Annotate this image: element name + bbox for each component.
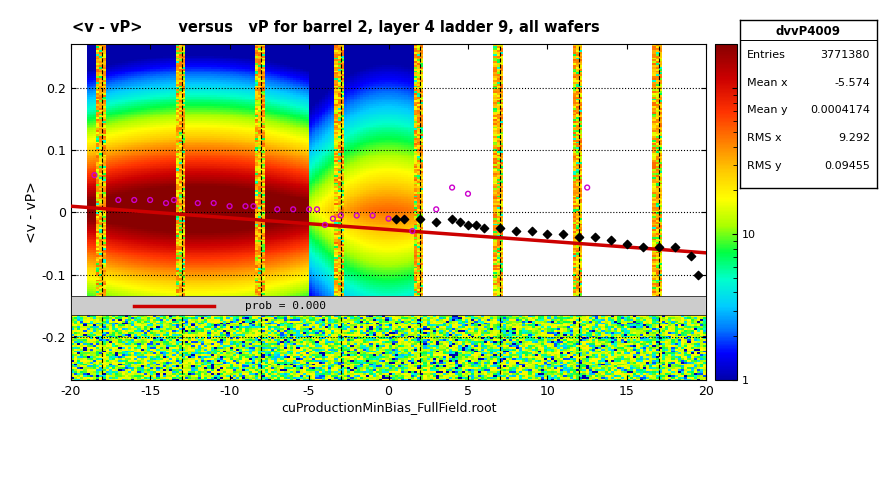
Text: prob = 0.000: prob = 0.000: [245, 301, 327, 311]
Point: [445, 184, 459, 192]
Point: [207, 199, 221, 207]
Point: [159, 199, 173, 207]
Point: [525, 227, 539, 235]
Text: 0.0004174: 0.0004174: [810, 105, 870, 116]
Point: [389, 215, 404, 223]
Point: [405, 227, 419, 235]
Point: [604, 237, 618, 245]
X-axis label: cuProductionMinBias_FullField.root: cuProductionMinBias_FullField.root: [281, 401, 496, 414]
Point: [111, 196, 125, 204]
Point: [652, 243, 666, 250]
Point: [636, 243, 650, 250]
Point: [477, 224, 491, 232]
Text: <v - vP>       versus   vP for barrel 2, layer 4 ladder 9, all wafers: <v - vP> versus vP for barrel 2, layer 4…: [72, 20, 600, 35]
Point: [270, 206, 284, 213]
Point: [397, 215, 411, 223]
Point: [246, 202, 260, 210]
Point: [461, 190, 475, 198]
Point: [366, 211, 380, 219]
Point: [350, 211, 364, 219]
Point: [413, 215, 427, 223]
Text: 9.292: 9.292: [838, 133, 870, 143]
Point: [87, 171, 102, 179]
Point: [310, 206, 324, 213]
Text: Mean x: Mean x: [747, 78, 788, 88]
Point: [509, 227, 523, 235]
Y-axis label: <v - vP>: <v - vP>: [25, 182, 39, 244]
Point: [556, 230, 570, 238]
Point: [493, 224, 507, 232]
Point: [469, 221, 483, 229]
Point: [223, 202, 237, 210]
Point: [445, 215, 459, 223]
Point: [683, 252, 698, 260]
Point: [318, 221, 332, 229]
Point: [580, 184, 594, 192]
Point: [143, 196, 157, 204]
Text: -5.574: -5.574: [834, 78, 870, 88]
Point: [540, 230, 555, 238]
Point: [620, 240, 634, 247]
Point: [588, 233, 602, 241]
Bar: [71, 296, 706, 315]
Point: [668, 243, 682, 250]
Point: [381, 215, 396, 223]
Point: [238, 202, 253, 210]
Text: Mean y: Mean y: [747, 105, 788, 116]
Text: Entries: Entries: [747, 50, 786, 60]
Text: dvvP4009: dvvP4009: [776, 25, 841, 38]
Text: RMS x: RMS x: [747, 133, 781, 143]
Point: [429, 206, 443, 213]
Point: [572, 233, 586, 241]
Point: [397, 215, 411, 223]
Point: [691, 271, 706, 279]
Point: [127, 196, 141, 204]
Text: 0.09455: 0.09455: [824, 161, 870, 171]
Point: [429, 218, 443, 226]
Point: [302, 206, 316, 213]
Point: [326, 215, 340, 223]
Text: RMS y: RMS y: [747, 161, 781, 171]
Text: 3771380: 3771380: [820, 50, 870, 60]
Point: [453, 218, 467, 226]
Point: [167, 196, 181, 204]
Point: [461, 221, 475, 229]
Point: [334, 211, 348, 219]
Point: [191, 199, 205, 207]
Point: [286, 206, 300, 213]
